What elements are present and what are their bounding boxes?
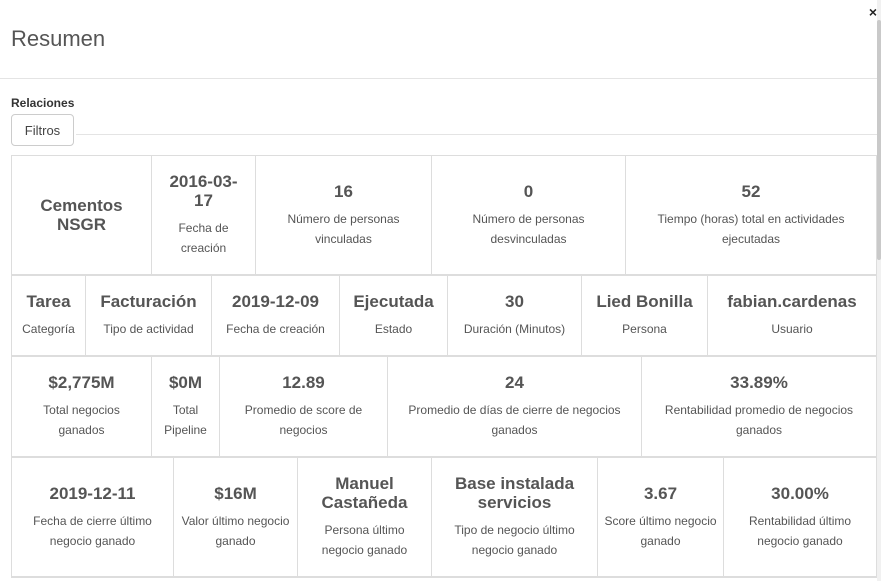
summary-value: Tarea bbox=[26, 292, 71, 311]
summary-label: Persona bbox=[622, 322, 667, 336]
summary-label: Valor último negocio ganado bbox=[181, 513, 290, 548]
summary-label: Tipo de actividad bbox=[103, 322, 194, 336]
summary-label: Usuario bbox=[771, 322, 813, 336]
summary-value: 16 bbox=[334, 181, 353, 201]
summary-label: Rentabilidad último negocio ganado bbox=[748, 513, 852, 548]
summary-value: $0M bbox=[168, 373, 203, 392]
summary-label: Promedio de días de cierre de negocios g… bbox=[408, 403, 621, 437]
summary-cell: 2019-12-09 Fecha de creación bbox=[212, 276, 340, 355]
summary-value: Ejecutada bbox=[353, 292, 434, 311]
summary-cell: 0 Número de personas desvinculadas bbox=[432, 156, 626, 274]
summary-label: Persona último negocio ganado bbox=[321, 523, 408, 557]
summary-value: 33.89% bbox=[730, 373, 788, 392]
summary-label: Total Pipeline bbox=[164, 403, 207, 437]
summary-cell: 3.67 Score último negocio ganado bbox=[598, 458, 724, 576]
summary-label: Categoría bbox=[22, 322, 75, 336]
summary-cell: Cementos NSGR bbox=[12, 156, 152, 274]
summary-cell: 30 Duración (Minutos) bbox=[448, 276, 582, 355]
summary-value: Facturación bbox=[100, 292, 197, 311]
title-divider bbox=[0, 78, 877, 79]
summary-value: 0 bbox=[523, 181, 534, 201]
summary-value: 12.89 bbox=[282, 373, 325, 392]
summary-label: Fecha de cierre último negocio ganado bbox=[33, 513, 152, 548]
filter-divider bbox=[76, 134, 877, 135]
summary-value: 30 bbox=[505, 292, 524, 311]
summary-cell: Ejecutada Estado bbox=[340, 276, 448, 355]
summary-label: Tiempo (horas) total en actividades ejec… bbox=[657, 211, 845, 246]
summary-cell: fabian.cardenas Usuario bbox=[708, 276, 876, 355]
summary-value: 2019-12-11 bbox=[49, 483, 136, 503]
summary-value: 52 bbox=[741, 181, 761, 201]
summary-value: 2019-12-09 bbox=[232, 292, 319, 311]
summary-label: Duración (Minutos) bbox=[463, 322, 566, 336]
summary-cell: Tarea Categoría bbox=[12, 276, 86, 355]
summary-cell: 24 Promedio de días de cierre de negocio… bbox=[388, 357, 642, 456]
summary-cell: 16 Número de personas vinculadas bbox=[256, 156, 432, 274]
summary-cell: 12.89 Promedio de score de negocios bbox=[220, 357, 388, 456]
scrollbar[interactable] bbox=[877, 0, 881, 581]
summary-value: $16M bbox=[214, 483, 257, 503]
summary-value: Manuel Castañeda bbox=[321, 474, 408, 512]
summary-cell: $0M Total Pipeline bbox=[152, 357, 220, 456]
summary-cell: 30.00% Rentabilidad último negocio ganad… bbox=[724, 458, 876, 576]
summary-row-activity: Tarea Categoría Facturación Tipo de acti… bbox=[12, 276, 876, 357]
summary-cell: $2,775M Total negocios ganados bbox=[12, 357, 152, 456]
summary-row-last-deal: 2019-12-11 Fecha de cierre último negoci… bbox=[12, 458, 876, 578]
summary-value: 30.00% bbox=[771, 483, 829, 503]
summary-label: Estado bbox=[374, 322, 413, 336]
summary-label: Promedio de score de negocios bbox=[244, 403, 363, 437]
summary-label: Fecha de creación bbox=[178, 221, 229, 255]
close-icon[interactable]: × bbox=[868, 4, 877, 20]
summary-label: Tipo de negocio último negocio ganado bbox=[454, 523, 575, 557]
summary-cell: 52 Tiempo (horas) total en actividades e… bbox=[626, 156, 876, 274]
summary-label: Total negocios ganados bbox=[43, 403, 120, 437]
summary-label: Fecha de creación bbox=[226, 322, 325, 336]
summary-value: 24 bbox=[505, 373, 524, 392]
summary-value: 3.67 bbox=[643, 483, 678, 503]
summary-cell: 33.89% Rentabilidad promedio de negocios… bbox=[642, 357, 876, 456]
summary-value: Base instalada servicios bbox=[454, 474, 575, 512]
summary-value: 2016-03-17 bbox=[169, 172, 238, 210]
scrollbar-thumb[interactable] bbox=[877, 20, 881, 260]
summary-cell: Facturación Tipo de actividad bbox=[86, 276, 212, 355]
dialog-title: Resumen bbox=[11, 26, 106, 51]
filter-button[interactable]: Filtros bbox=[11, 114, 74, 146]
summary-cell: Manuel Castañeda Persona último negocio … bbox=[298, 458, 432, 576]
summary-cell: 2016-03-17 Fecha de creación bbox=[152, 156, 256, 274]
summary-cell: 2019-12-11 Fecha de cierre último negoci… bbox=[12, 458, 174, 576]
summary-cell: Base instalada servicios Tipo de negocio… bbox=[432, 458, 598, 576]
company-name: Cementos NSGR bbox=[40, 196, 123, 234]
summary-cell: Lied Bonilla Persona bbox=[582, 276, 708, 355]
summary-label: Número de personas vinculadas bbox=[287, 211, 400, 246]
summary-value: $2,775M bbox=[48, 373, 115, 392]
summary-grid: Cementos NSGR 2016-03-17 Fecha de creaci… bbox=[11, 155, 877, 578]
summary-cell: $16M Valor último negocio ganado bbox=[174, 458, 298, 576]
summary-value: Lied Bonilla bbox=[596, 292, 693, 311]
summary-row-company: Cementos NSGR 2016-03-17 Fecha de creaci… bbox=[12, 156, 876, 276]
summary-label: Rentabilidad promedio de negocios ganado… bbox=[664, 403, 854, 437]
summary-value: fabian.cardenas bbox=[727, 292, 857, 311]
summary-label: Score último negocio ganado bbox=[604, 513, 717, 548]
section-label-relaciones: Relaciones bbox=[11, 96, 75, 110]
summary-row-deals: $2,775M Total negocios ganados $0M Total… bbox=[12, 357, 876, 458]
summary-label: Número de personas desvinculadas bbox=[472, 211, 585, 246]
